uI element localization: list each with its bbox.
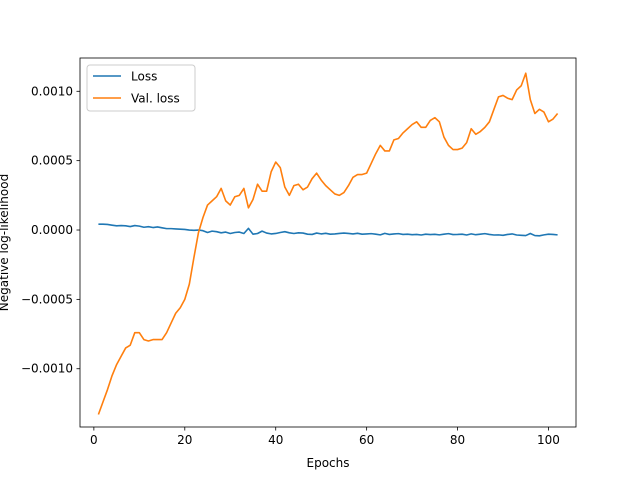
legend: Loss Val. loss [86, 64, 196, 112]
y-tick-label: 0.0010 [31, 84, 73, 98]
series-line-val-loss [97, 72, 559, 415]
series-line-loss [98, 223, 558, 237]
y-tick-label: −0.0005 [21, 292, 73, 306]
x-tick-label: 80 [450, 433, 465, 447]
x-tick-label: 40 [268, 433, 283, 447]
legend-label: Loss [131, 70, 157, 84]
plot-background [80, 58, 576, 427]
legend-label: Val. loss [131, 92, 180, 106]
series-lines [97, 72, 559, 415]
x-axis-ticks: 0 20 40 60 80 100 [90, 427, 560, 447]
x-tick-label: 100 [537, 433, 560, 447]
x-tick-label: 60 [359, 433, 374, 447]
y-axis-label: Negative log-likelihood [0, 174, 11, 311]
x-axis-label: Epochs [307, 456, 350, 470]
y-tick-label: 0.0000 [31, 223, 73, 237]
x-tick-label: 0 [90, 433, 98, 447]
y-tick-label: 0.0005 [31, 154, 73, 168]
x-tick-label: 20 [177, 433, 192, 447]
plot-frame [79, 57, 577, 428]
y-tick-label: −0.0010 [21, 362, 73, 376]
y-axis-ticks: −0.0010 −0.0005 0.0000 0.0005 0.0010 [21, 84, 80, 376]
